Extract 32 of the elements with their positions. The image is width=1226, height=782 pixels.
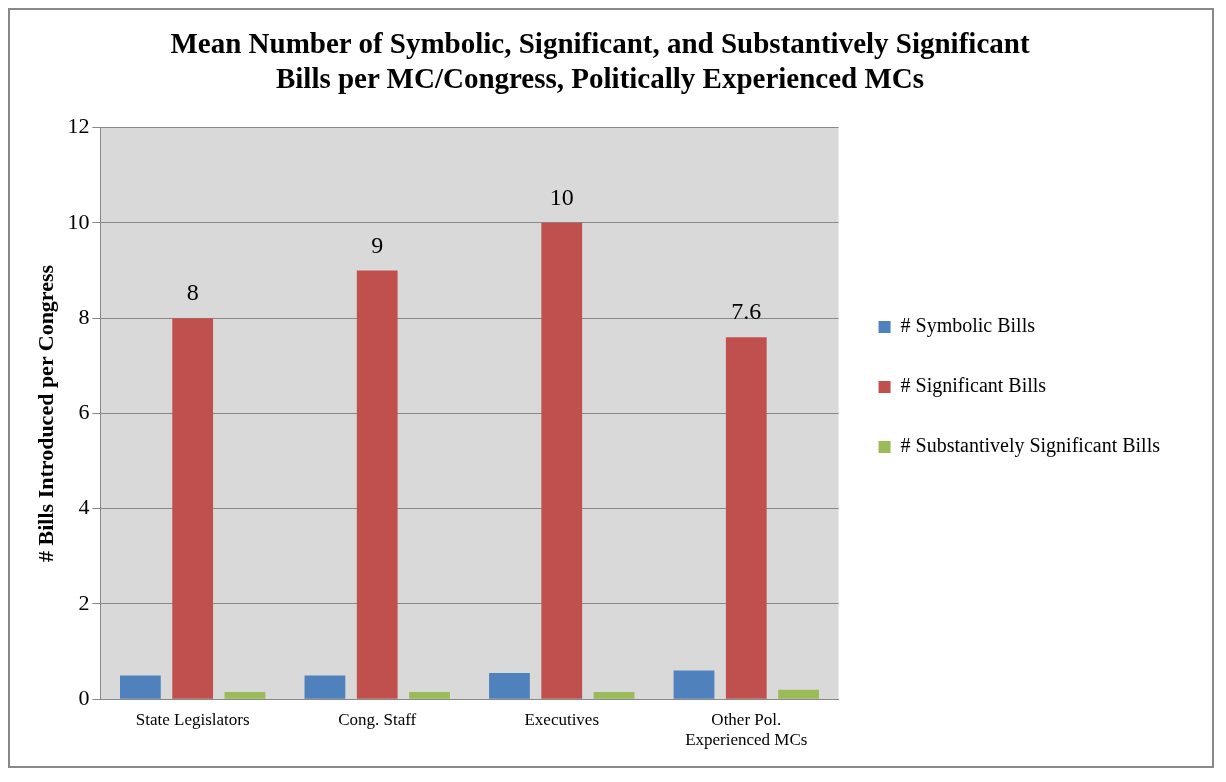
bar [673, 670, 715, 699]
y-tick-label: 8 [78, 303, 90, 329]
y-tick-label: 0 [78, 684, 90, 710]
y-tick-label: 10 [67, 208, 90, 234]
data-label: 7.6 [731, 298, 762, 325]
y-tick-label: 2 [78, 589, 90, 615]
legend-label: # Substantively Significant Bills [900, 434, 1161, 458]
y-tick-label: 6 [78, 399, 90, 425]
bar [356, 270, 398, 699]
y-tick-label: 12 [67, 113, 90, 139]
data-label: 9 [371, 231, 384, 258]
x-tick-label: Cong. Staff [338, 709, 417, 729]
bar [593, 692, 635, 699]
chart-title: Mean Number of Symbolic, Significant, and Substantively Significant Bills per MC/Congress, Politically Experienced MCs [170, 26, 1030, 94]
bar [778, 689, 819, 699]
x-tick-label: Executives [524, 709, 600, 729]
x-tick-label: State Legislators [135, 709, 250, 729]
y-axis-title: # Bills Introduced per Congress [32, 264, 58, 562]
bar [119, 675, 161, 699]
bar [224, 692, 266, 699]
bar [172, 318, 214, 699]
legend-label: # Symbolic Bills [900, 314, 1036, 338]
bar [725, 337, 767, 699]
data-label: 10 [549, 184, 574, 211]
legend-label: # Significant Bills [900, 374, 1047, 398]
bar [304, 675, 346, 699]
bar [409, 692, 450, 699]
bar [541, 222, 583, 699]
bar [489, 673, 530, 699]
x-tick-label: Other Pol. Experienced MCs [685, 709, 808, 750]
data-label: 8 [186, 279, 199, 306]
y-tick-label: 4 [78, 494, 90, 520]
